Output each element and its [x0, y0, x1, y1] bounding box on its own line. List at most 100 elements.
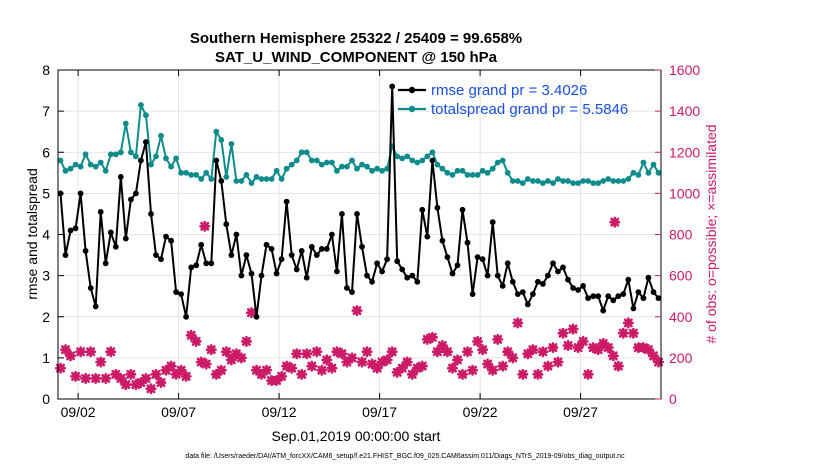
rmse-point-117	[645, 274, 652, 281]
x-axis-label: Sep.01,2019 00:00:00 start	[272, 428, 441, 444]
rmse-point-27	[193, 262, 200, 269]
obs-count-point-75	[431, 346, 443, 358]
obs-count-point-50	[306, 360, 318, 372]
rmse-point-111	[615, 293, 622, 300]
obs-count-point-32	[215, 364, 227, 376]
obs-count-point-110	[607, 350, 619, 362]
obs-count-point-51	[311, 346, 323, 358]
totalspread-point-20	[158, 132, 164, 139]
rmse-point-3	[72, 225, 79, 232]
rmse-point-61	[364, 272, 370, 279]
totalspread-point-84	[479, 167, 486, 174]
rmse-point-106	[590, 293, 597, 300]
rmse-point-116	[640, 295, 647, 302]
totalspread-point-92	[519, 180, 526, 187]
rmse-point-76	[439, 237, 446, 244]
x-tick-label-4: 09/22	[463, 404, 498, 420]
legend-rmse-marker	[408, 86, 416, 94]
rmse-point-45	[283, 198, 290, 205]
rmse-point-13	[122, 235, 129, 242]
rmse-point-46	[288, 252, 295, 258]
rmse-point-118	[650, 289, 657, 295]
totalspread-point-77	[444, 169, 451, 176]
rmse-point-59	[354, 211, 360, 217]
rmse-point-4	[77, 190, 84, 197]
totalspread-point-42	[268, 176, 275, 182]
rmse-point-14	[127, 196, 134, 203]
rmse-point-88	[499, 283, 506, 289]
totalspread-point-41	[263, 176, 270, 182]
y-left-tick-label-7: 7	[42, 103, 50, 119]
totalspread-point-28	[198, 176, 205, 182]
rmse-point-26	[188, 264, 195, 271]
rmse-point-24	[178, 291, 185, 297]
rmse-point-48	[298, 248, 305, 254]
totalspread-point-50	[308, 157, 315, 164]
obs-count-point-6	[85, 346, 97, 358]
obs-count-point-27	[190, 335, 202, 347]
rmse-point-17	[143, 139, 149, 145]
y-right-tick-label-1: 200	[669, 350, 693, 366]
totalspread-point-109	[605, 176, 612, 182]
obs-count-point-41	[261, 364, 273, 376]
rmse-point-72	[419, 206, 426, 213]
totalspread-point-9	[102, 167, 109, 174]
totalspread-point-83	[474, 172, 481, 178]
rmse-point-70	[409, 272, 416, 279]
y-right-tick-label-2: 400	[669, 309, 693, 325]
obs-count-point-8	[95, 356, 107, 368]
rmse-point-93	[524, 301, 531, 308]
totalspread-point-72	[419, 157, 426, 164]
obs-count-point-33	[220, 346, 232, 358]
totalspread-point-27	[193, 172, 200, 178]
obs-count-point-19	[150, 368, 162, 380]
rmse-point-25	[183, 313, 190, 320]
rmse-point-40	[258, 272, 265, 279]
obs-count-point-102	[567, 323, 579, 335]
rmse-point-21	[163, 233, 169, 240]
totalspread-point-49	[303, 149, 310, 156]
totalspread-point-58	[349, 157, 355, 164]
obs-count-point-22	[165, 360, 177, 372]
obs-count-point-63	[371, 362, 383, 374]
obs-count-point-7	[90, 372, 102, 384]
totalspread-point-108	[600, 178, 607, 184]
totalspread-point-86	[489, 165, 496, 172]
y-left-tick-label-0: 0	[42, 391, 50, 407]
rmse-point-94	[530, 291, 536, 297]
rmse-point-39	[253, 313, 260, 320]
obs-count-point-94	[527, 344, 539, 356]
rmse-point-62	[369, 278, 375, 285]
totalspread-point-21	[163, 155, 169, 162]
rmse-point-33	[223, 221, 230, 228]
y-axis-left-label: rmse and totalspread	[24, 168, 40, 300]
obs-count-point-66	[386, 346, 398, 358]
obs-count-point-81	[462, 346, 474, 358]
rmse-point-7	[92, 303, 99, 310]
obs-count-point-5	[80, 372, 92, 384]
rmse-point-55	[334, 268, 340, 275]
rmse-point-69	[404, 274, 411, 281]
totalspread-point-51	[313, 157, 320, 164]
totalspread-point-22	[168, 163, 175, 170]
plot-area	[55, 83, 664, 395]
rmse-point-119	[655, 295, 662, 302]
obs-count-point-105	[582, 368, 594, 380]
obs-count-point-59	[351, 305, 363, 317]
rmse-point-103	[575, 287, 581, 293]
gridlines	[58, 69, 661, 400]
totalspread-point-44	[278, 176, 285, 182]
totalspread-point-113	[625, 176, 632, 182]
totalspread-point-119	[655, 169, 662, 176]
obs-count-point-40	[256, 368, 268, 380]
totalspread-point-117	[645, 169, 652, 176]
totalspread-point-30	[208, 176, 215, 182]
totalspread-point-102	[570, 180, 576, 187]
rmse-point-82	[469, 291, 476, 297]
obs-count-point-65	[381, 354, 393, 366]
totalspread-point-95	[535, 178, 541, 184]
rmse-point-18	[148, 211, 154, 217]
obs-count-outlier-1	[199, 220, 211, 232]
totalspread-point-96	[540, 180, 546, 187]
